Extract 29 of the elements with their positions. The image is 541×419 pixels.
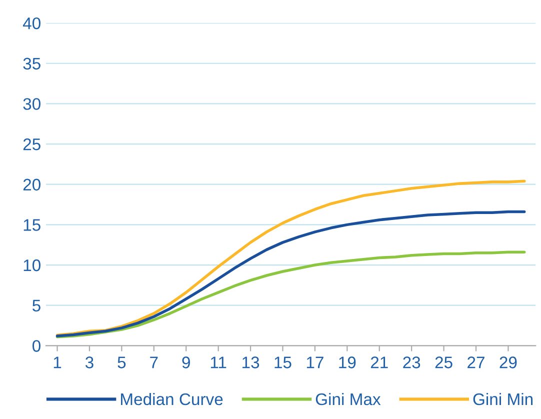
x-tick-label: 3 — [85, 356, 94, 368]
x-tick-label: 5 — [118, 356, 126, 368]
x-tick-label: 9 — [182, 356, 190, 368]
x-tick-label: 19 — [339, 356, 356, 368]
y-tick-label: 35 — [23, 58, 40, 70]
x-tick-label: 11 — [210, 356, 226, 368]
x-tick-label: 23 — [403, 356, 420, 368]
x-tick-label: 13 — [242, 356, 260, 368]
y-tick-label: 20 — [23, 178, 40, 191]
y-tick-label: 30 — [23, 98, 40, 110]
x-tick-label: 25 — [435, 356, 452, 368]
legend-label: Gini Min — [473, 392, 533, 406]
x-tick-label: 1 — [54, 356, 62, 368]
line-series — [56, 180, 526, 337]
x-tick-label: 7 — [150, 356, 158, 368]
x-tick-label: 17 — [306, 356, 324, 368]
x-tick-label: 29 — [500, 356, 517, 368]
y-tick-label: 0 — [32, 340, 40, 352]
y-tick-label: 40 — [22, 17, 40, 30]
legend-label: Gini Max — [316, 392, 381, 406]
y-tick-label: 5 — [32, 300, 40, 312]
x-tick-label: 15 — [274, 356, 292, 368]
x-tick-label: 27 — [468, 356, 484, 368]
line-series — [56, 210, 526, 338]
y-tick-label: 10 — [24, 259, 40, 272]
legend-label: Median Curve — [121, 392, 223, 406]
x-tick-label: 21 — [370, 356, 388, 368]
y-tick-label: 15 — [24, 219, 40, 231]
y-tick-label: 25 — [23, 138, 40, 150]
